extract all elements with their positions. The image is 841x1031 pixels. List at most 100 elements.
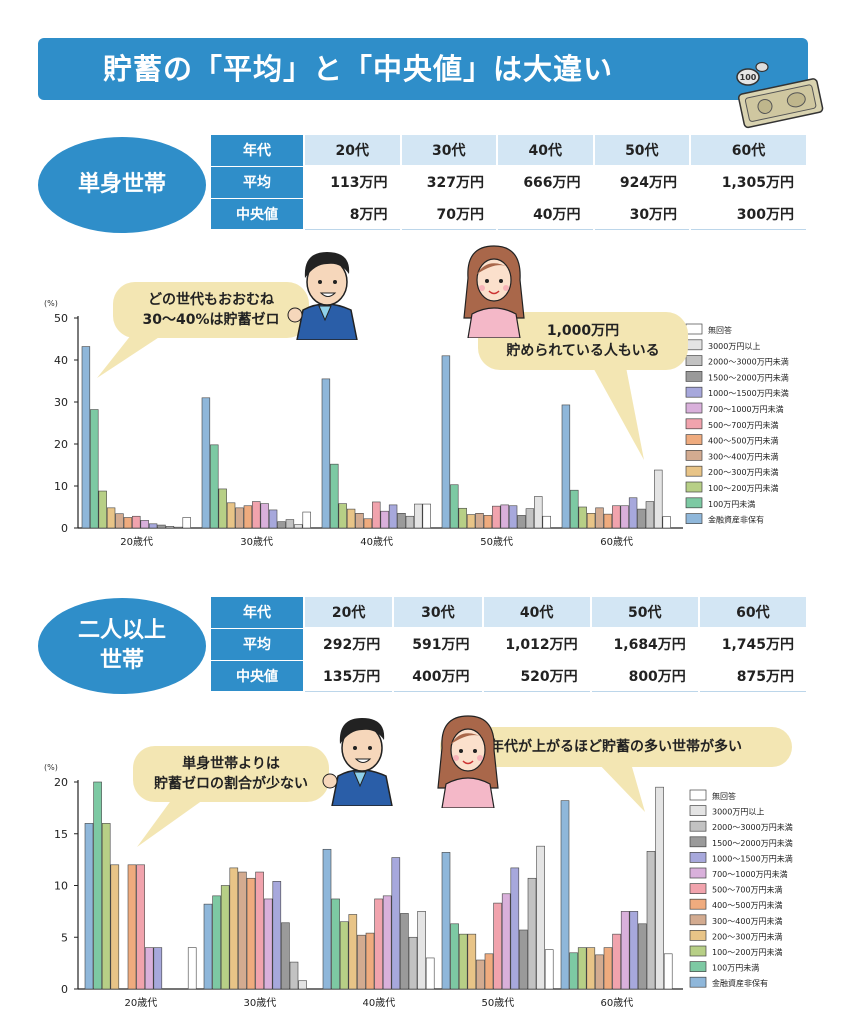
bar bbox=[400, 913, 409, 990]
bar bbox=[405, 515, 415, 529]
bar bbox=[148, 523, 158, 529]
bar bbox=[577, 947, 587, 990]
bar bbox=[484, 953, 494, 990]
multi-label-line: 世帯 bbox=[99, 648, 144, 673]
bar bbox=[229, 867, 239, 990]
bar bbox=[272, 881, 282, 990]
bar bbox=[98, 490, 107, 529]
bar bbox=[450, 484, 459, 529]
category-label: 50歳代 bbox=[480, 536, 513, 548]
table-cell: 1,012万円 bbox=[481, 627, 592, 661]
bar bbox=[467, 933, 477, 990]
bar bbox=[500, 504, 509, 529]
multi-stats-table: 年代 20代 30代 40代 50代 60代 平均 292万円 591万円 1,… bbox=[210, 595, 809, 692]
bar bbox=[210, 444, 219, 529]
bar bbox=[458, 507, 467, 529]
y-tick-label: 0 bbox=[61, 983, 68, 996]
bar bbox=[519, 929, 528, 990]
bar bbox=[561, 404, 571, 529]
bubble-line: 1,000万円 bbox=[546, 323, 620, 339]
legend-label: 1000～1500万円未満 bbox=[712, 853, 793, 863]
bar bbox=[637, 508, 646, 529]
bar bbox=[260, 503, 269, 529]
man-character bbox=[287, 252, 358, 340]
bar bbox=[365, 932, 375, 990]
legend-label: 3000万円以上 bbox=[708, 342, 760, 351]
table-cell: 135万円 bbox=[302, 659, 395, 692]
bar bbox=[339, 921, 349, 990]
bar bbox=[355, 513, 364, 529]
category-label: 20歳代 bbox=[125, 997, 158, 1009]
single-household-label: 単身世帯 bbox=[38, 137, 206, 233]
single-label-line: 単身世帯 bbox=[77, 172, 166, 197]
bar bbox=[289, 961, 299, 990]
table-row: 中央値 135万円 400万円 520万円 800万円 875万円 bbox=[210, 659, 809, 692]
table-header-cell: 年代 bbox=[210, 595, 305, 629]
bar bbox=[380, 510, 389, 529]
bar bbox=[662, 516, 671, 529]
category-label: 40歳代 bbox=[360, 536, 393, 548]
money-illustration: 100 bbox=[736, 61, 824, 129]
bar bbox=[201, 397, 211, 529]
woman-character bbox=[437, 715, 499, 808]
multi-label-line: 二人以上 bbox=[77, 618, 166, 643]
bar bbox=[629, 911, 639, 990]
bubble-line: 30～40%は貯蓄ゼロ bbox=[142, 312, 280, 328]
table-cell: 1,745万円 bbox=[697, 627, 809, 661]
bar bbox=[136, 864, 145, 990]
table-cell: 40万円 bbox=[496, 197, 595, 230]
woman-character bbox=[463, 245, 525, 338]
bar bbox=[441, 355, 451, 529]
bar bbox=[534, 496, 543, 529]
bar bbox=[338, 503, 347, 529]
bar bbox=[508, 505, 518, 529]
bar bbox=[285, 519, 295, 529]
bar bbox=[346, 508, 356, 529]
y-tick-label: 20 bbox=[54, 776, 68, 789]
bar bbox=[203, 903, 213, 990]
bar bbox=[263, 898, 273, 990]
table-cell: 800万円 bbox=[589, 659, 700, 692]
bar bbox=[144, 947, 154, 990]
table-cell: 70万円 bbox=[399, 197, 499, 230]
table-cell: 924万円 bbox=[592, 165, 692, 199]
table-cell: 1,305万円 bbox=[689, 165, 808, 199]
single-stats-table: 年代 20代 30代 40代 50代 60代 平均 113万円 327万円 66… bbox=[210, 133, 808, 230]
legend-swatch bbox=[689, 852, 707, 863]
table-header-cell: 50代 bbox=[592, 133, 692, 167]
bar bbox=[536, 845, 545, 990]
row-label: 平均 bbox=[210, 627, 305, 661]
bar bbox=[93, 781, 102, 990]
table-header-cell: 60代 bbox=[689, 133, 808, 167]
bar bbox=[544, 949, 554, 990]
legend-label: 2000～3000万円未満 bbox=[712, 822, 793, 832]
legend-swatch bbox=[685, 465, 703, 477]
bar bbox=[603, 947, 613, 990]
bar bbox=[132, 515, 141, 529]
legend-label: 1500～2000万円未満 bbox=[708, 372, 789, 382]
bar bbox=[174, 526, 183, 529]
table-cell: 591万円 bbox=[392, 627, 484, 661]
bar bbox=[84, 823, 94, 990]
bar bbox=[110, 864, 120, 990]
table-header-cell: 年代 bbox=[210, 133, 305, 167]
bubble-tail bbox=[137, 795, 210, 847]
bar bbox=[595, 507, 604, 529]
legend-swatch bbox=[685, 355, 703, 366]
legend-swatch bbox=[689, 898, 707, 910]
table-cell: 520万円 bbox=[481, 659, 592, 692]
bar bbox=[302, 511, 311, 529]
bar bbox=[646, 851, 656, 990]
legend-label: 400～500万円未満 bbox=[712, 900, 783, 910]
legend-label: 100万円未満 bbox=[712, 963, 759, 973]
bar bbox=[638, 923, 647, 990]
legend-swatch bbox=[685, 339, 703, 351]
bar bbox=[493, 902, 502, 990]
bar bbox=[226, 502, 236, 529]
legend-label: 1500～2000万円未満 bbox=[712, 838, 793, 848]
legend-swatch bbox=[685, 450, 703, 461]
bar bbox=[372, 501, 381, 529]
bar bbox=[578, 506, 587, 529]
table-header-row: 年代 20代 30代 40代 50代 60代 bbox=[210, 133, 808, 167]
legend-swatch bbox=[689, 805, 707, 816]
